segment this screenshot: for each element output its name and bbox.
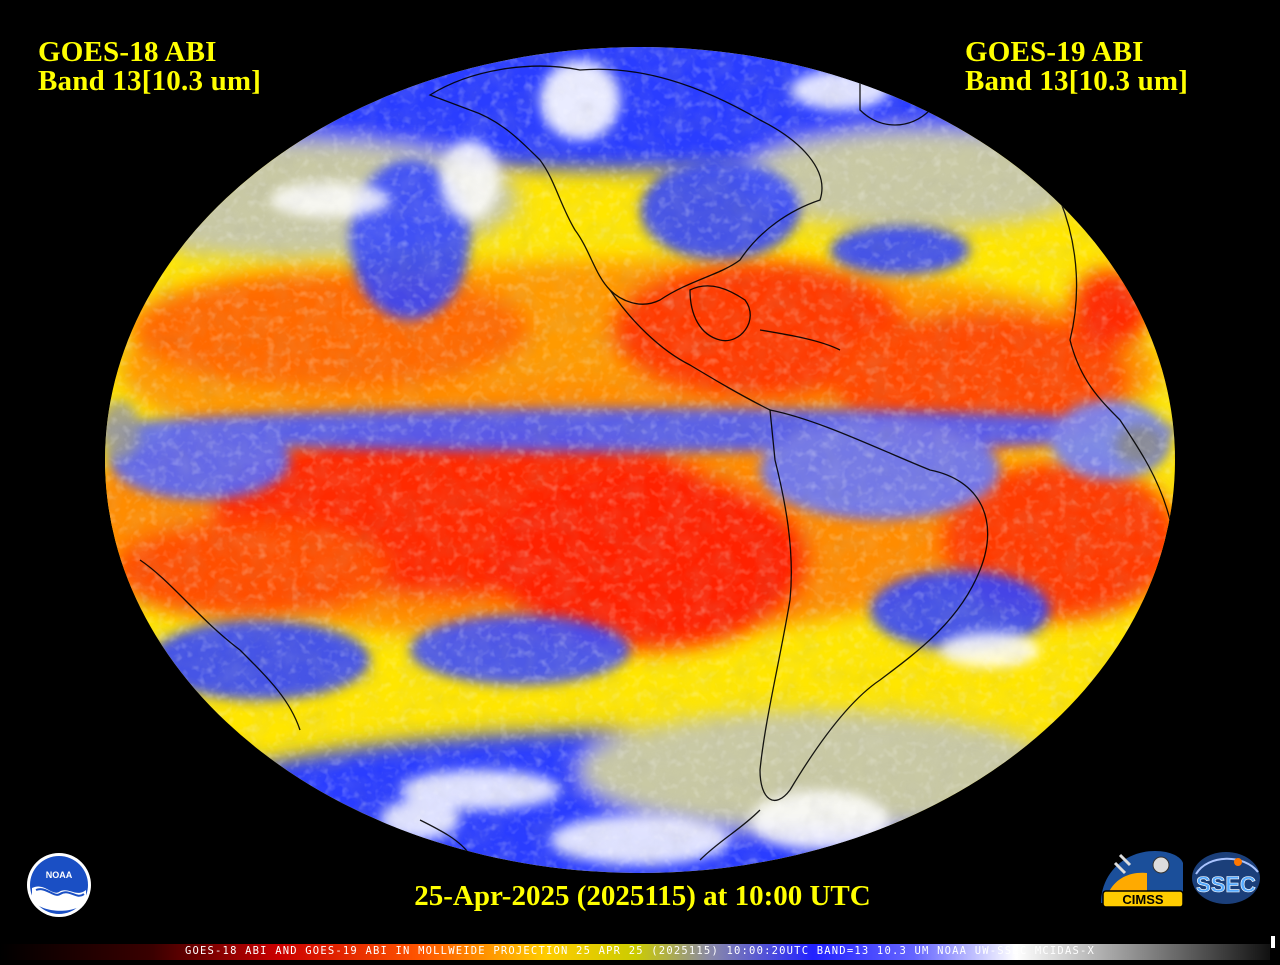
noaa-logo-text: NOAA [46, 870, 73, 880]
right-band-name: Band 13[10.3 um] [965, 65, 1189, 97]
footer-caption: GOES-18 ABI AND GOES-19 ABI IN MOLLWEIDE… [184, 945, 1096, 957]
globe-disk [105, 47, 1175, 873]
image-timestamp: 25-Apr-2025 (2025115) at 10:00 UTC [414, 880, 871, 912]
temperature-colorbar [0, 944, 1270, 960]
ssec-logo: SSEC [1192, 852, 1260, 904]
corner-marker [1271, 936, 1275, 948]
ssec-logo-text: SSEC [1196, 872, 1256, 897]
cimss-logo-text: CIMSS [1122, 892, 1164, 907]
noaa-logo: NOAA [27, 853, 91, 917]
left-satellite-name: GOES-18 ABI [38, 36, 217, 68]
left-satellite-label: GOES-18 ABI Band 13[10.3 um] [38, 38, 261, 96]
coastlines [139, 65, 1171, 861]
cimss-logo: CIMSS [1101, 851, 1184, 908]
left-band-name: Band 13[10.3 um] [38, 65, 262, 97]
right-satellite-label: GOES-19 ABI Band 13[10.3 um] [965, 38, 1188, 96]
right-satellite-name: GOES-19 ABI [965, 36, 1144, 68]
